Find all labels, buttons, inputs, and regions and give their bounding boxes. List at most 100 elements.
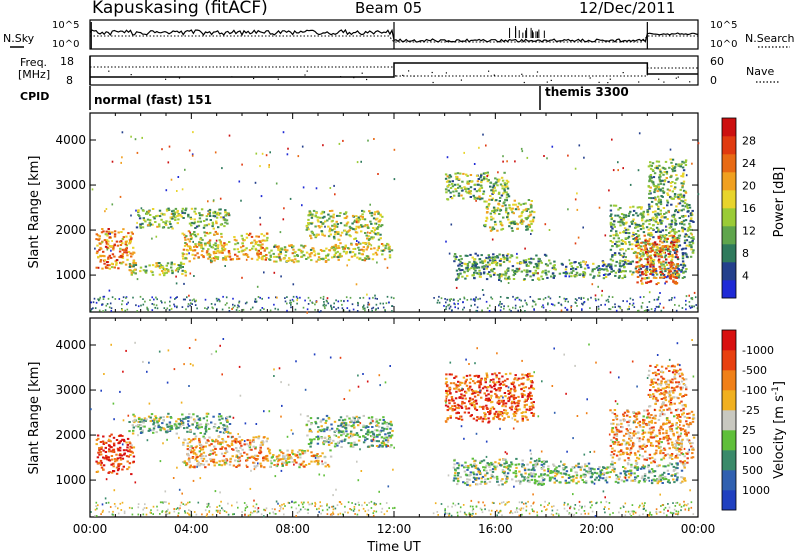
data-cell xyxy=(369,431,372,434)
data-cell xyxy=(657,188,660,191)
data-cell xyxy=(139,226,142,229)
data-cell xyxy=(210,421,213,424)
data-cell xyxy=(170,225,173,228)
data-cell xyxy=(692,249,695,252)
data-cell xyxy=(314,225,317,228)
scatter-point xyxy=(622,256,624,259)
data-cell xyxy=(677,164,680,167)
data-cell xyxy=(515,222,518,225)
data-cell xyxy=(305,258,308,260)
scatter-point xyxy=(366,231,369,234)
data-cell xyxy=(315,260,318,263)
data-cell xyxy=(125,249,128,252)
ground-scatter-cell xyxy=(151,303,154,305)
scatter-point xyxy=(617,161,619,164)
scatter-point xyxy=(245,258,248,261)
data-cell xyxy=(666,247,670,250)
data-cell xyxy=(172,212,175,215)
data-cell xyxy=(194,459,197,461)
scatter-point xyxy=(497,171,499,174)
data-cell xyxy=(678,202,682,205)
scatter-point xyxy=(261,152,264,155)
data-cell xyxy=(183,460,187,463)
data-cell xyxy=(205,441,208,444)
data-cell xyxy=(375,418,378,421)
data-cell xyxy=(313,254,316,257)
data-cell xyxy=(340,431,343,434)
data-cell xyxy=(459,415,462,418)
data-cell xyxy=(236,258,239,261)
data-cell xyxy=(474,262,477,265)
data-cell xyxy=(631,273,634,276)
data-cell xyxy=(654,210,657,213)
data-cell xyxy=(495,264,499,267)
data-cell xyxy=(264,457,267,460)
scatter-point xyxy=(652,228,654,231)
data-cell xyxy=(651,224,655,227)
data-cell xyxy=(130,231,133,234)
data-cell xyxy=(158,209,162,212)
data-cell xyxy=(327,441,331,444)
data-cell xyxy=(328,230,331,233)
data-cell xyxy=(508,260,511,263)
data-cell xyxy=(531,279,534,281)
data-cell xyxy=(265,256,268,259)
data-cell xyxy=(305,228,308,231)
data-cell xyxy=(168,421,172,424)
data-cell xyxy=(321,249,324,252)
scatter-point xyxy=(583,156,585,159)
nsearch-label: N.Search xyxy=(745,32,795,45)
data-cell xyxy=(343,424,346,427)
nave-dot xyxy=(488,70,490,72)
ground-scatter-cell xyxy=(578,297,580,299)
data-cell xyxy=(336,223,339,226)
data-cell xyxy=(201,250,204,253)
ground-scatter-cell xyxy=(324,307,326,310)
data-cell xyxy=(537,267,540,270)
data-cell xyxy=(164,269,167,272)
data-cell xyxy=(504,204,507,207)
data-cell xyxy=(377,440,380,443)
data-cell xyxy=(337,245,340,247)
scatter-point xyxy=(518,267,521,270)
ground-scatter-cell xyxy=(617,305,620,308)
data-cell xyxy=(175,425,178,428)
ground-scatter-cell xyxy=(238,301,240,304)
data-cell xyxy=(450,197,454,200)
data-cell xyxy=(494,259,497,262)
data-cell xyxy=(448,180,452,183)
data-cell xyxy=(234,243,237,246)
data-cell xyxy=(503,188,506,191)
data-cell xyxy=(190,451,193,454)
data-cell xyxy=(205,218,208,221)
data-cell xyxy=(292,453,295,456)
data-cell xyxy=(235,438,238,440)
data-cell xyxy=(669,263,672,266)
data-cell xyxy=(655,226,659,229)
data-cell xyxy=(311,214,314,217)
data-cell xyxy=(493,415,497,418)
data-cell xyxy=(624,241,627,244)
data-cell xyxy=(223,244,226,247)
data-cell xyxy=(460,262,464,265)
data-cell xyxy=(200,463,203,466)
data-cell xyxy=(275,465,278,468)
data-cell xyxy=(347,424,350,427)
data-cell xyxy=(502,256,505,259)
ground-scatter-cell xyxy=(97,298,99,301)
ground-scatter-cell xyxy=(151,309,154,311)
data-cell xyxy=(690,214,693,217)
data-cell xyxy=(501,179,505,182)
data-cell xyxy=(469,174,473,176)
data-cell xyxy=(366,246,369,249)
data-cell xyxy=(583,272,587,275)
ground-scatter-cell xyxy=(238,305,240,308)
data-cell xyxy=(307,214,310,217)
data-cell xyxy=(222,459,225,462)
data-cell xyxy=(492,191,495,194)
data-cell xyxy=(295,454,299,457)
data-cell xyxy=(672,263,675,266)
data-cell xyxy=(259,244,262,247)
ground-scatter-cell xyxy=(306,308,309,311)
data-cell xyxy=(684,199,687,202)
